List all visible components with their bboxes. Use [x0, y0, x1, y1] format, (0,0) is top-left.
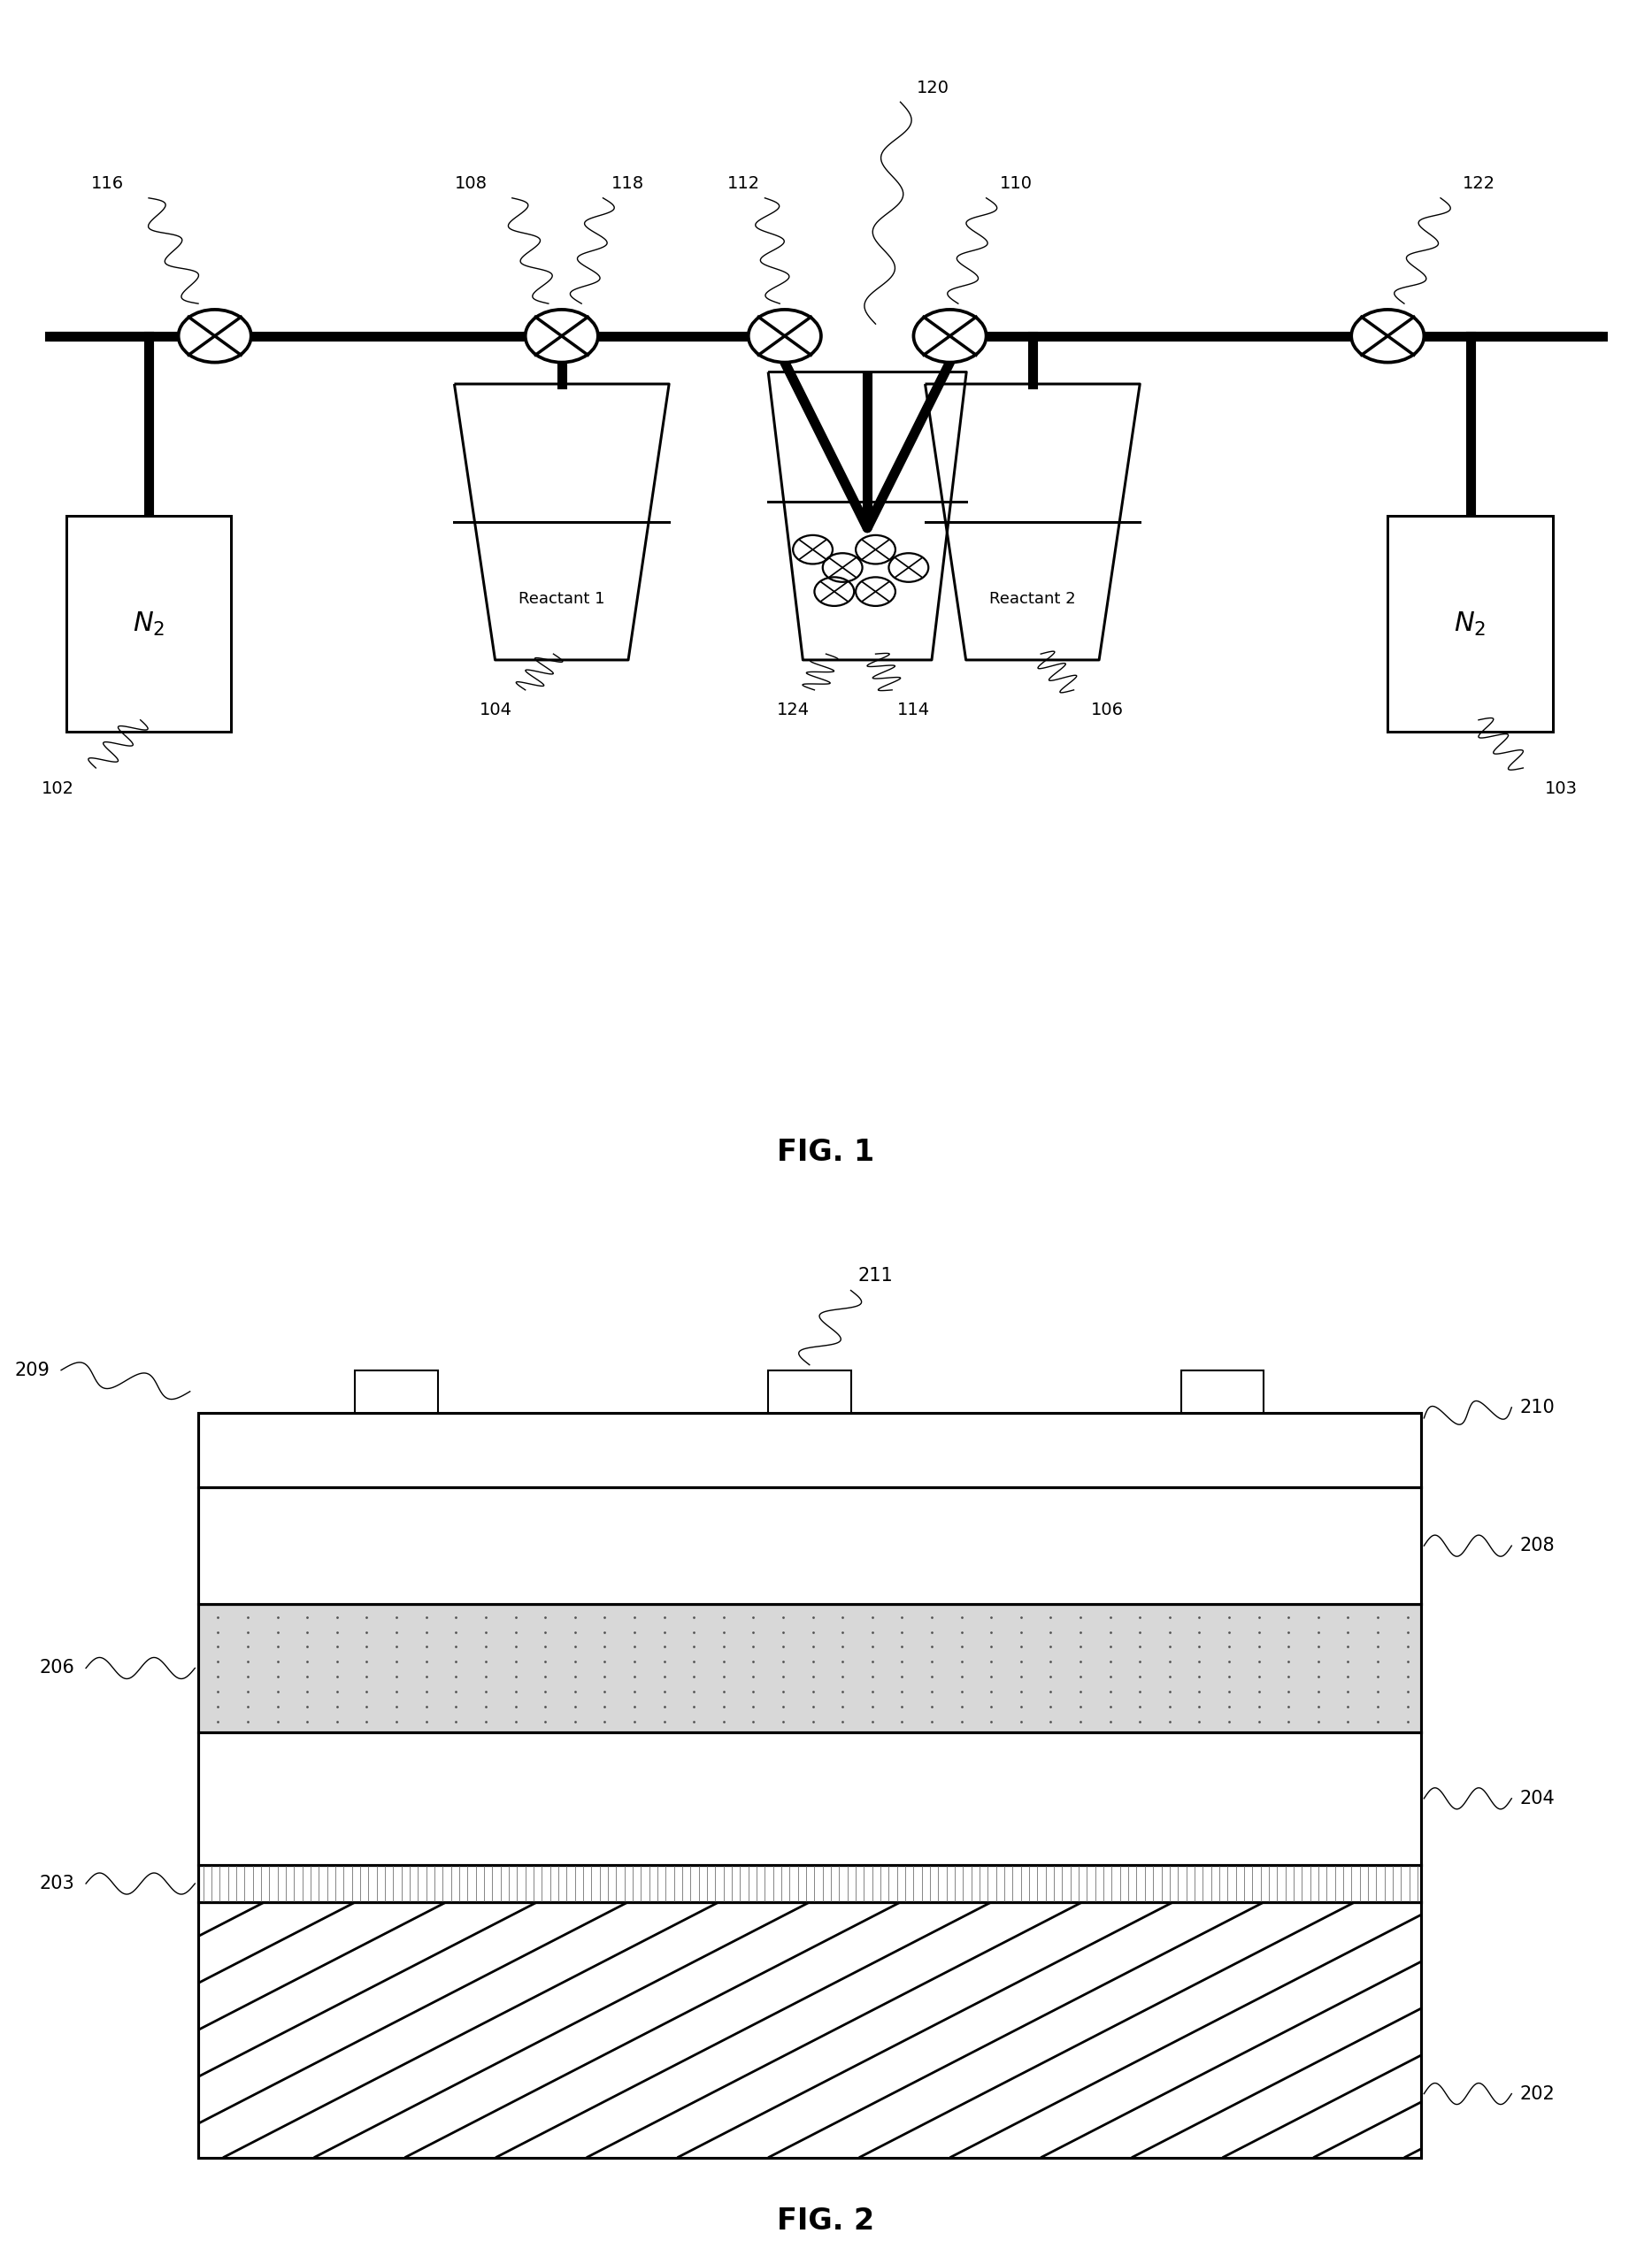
Text: $N_2$: $N_2$ [132, 611, 165, 638]
Text: $N_2$: $N_2$ [1454, 611, 1487, 638]
Circle shape [748, 310, 821, 362]
Text: 106: 106 [1090, 702, 1123, 718]
Bar [198, 1605, 1421, 1732]
Circle shape [525, 310, 598, 362]
Text: FIG. 2: FIG. 2 [778, 2207, 874, 2237]
Text: 208: 208 [1520, 1537, 1555, 1555]
Text: 104: 104 [479, 702, 512, 718]
Bar [198, 1413, 1421, 1487]
Text: 206: 206 [40, 1660, 74, 1678]
Text: 202: 202 [1520, 2085, 1555, 2103]
Bar [198, 1732, 1421, 1866]
Text: 203: 203 [40, 1875, 74, 1893]
Text: 209: 209 [15, 1361, 50, 1379]
Text: Reactant 1: Reactant 1 [519, 591, 605, 607]
Bar [66, 516, 231, 731]
Text: 210: 210 [1520, 1399, 1555, 1417]
Text: 120: 120 [917, 79, 950, 95]
Text: 110: 110 [999, 174, 1032, 192]
Circle shape [1351, 310, 1424, 362]
Text: 204: 204 [1520, 1789, 1555, 1807]
Bar [768, 1370, 851, 1413]
Circle shape [914, 310, 986, 362]
Bar [198, 1487, 1421, 1605]
Text: 122: 122 [1462, 174, 1495, 192]
Text: 116: 116 [91, 174, 124, 192]
Bar [198, 1902, 1421, 2158]
Bar [1181, 1370, 1264, 1413]
Text: FIG. 1: FIG. 1 [778, 1137, 874, 1166]
Bar [355, 1370, 438, 1413]
Text: Reactant 2: Reactant 2 [990, 591, 1075, 607]
Text: 103: 103 [1545, 779, 1578, 797]
Text: 211: 211 [857, 1268, 894, 1286]
Bar [1388, 516, 1553, 731]
Text: 124: 124 [776, 702, 809, 718]
Text: 118: 118 [611, 174, 644, 192]
Bar [198, 1866, 1421, 1902]
Text: 112: 112 [727, 174, 760, 192]
Circle shape [178, 310, 251, 362]
Text: 114: 114 [897, 702, 930, 718]
Text: 102: 102 [41, 779, 74, 797]
Text: 108: 108 [454, 174, 487, 192]
